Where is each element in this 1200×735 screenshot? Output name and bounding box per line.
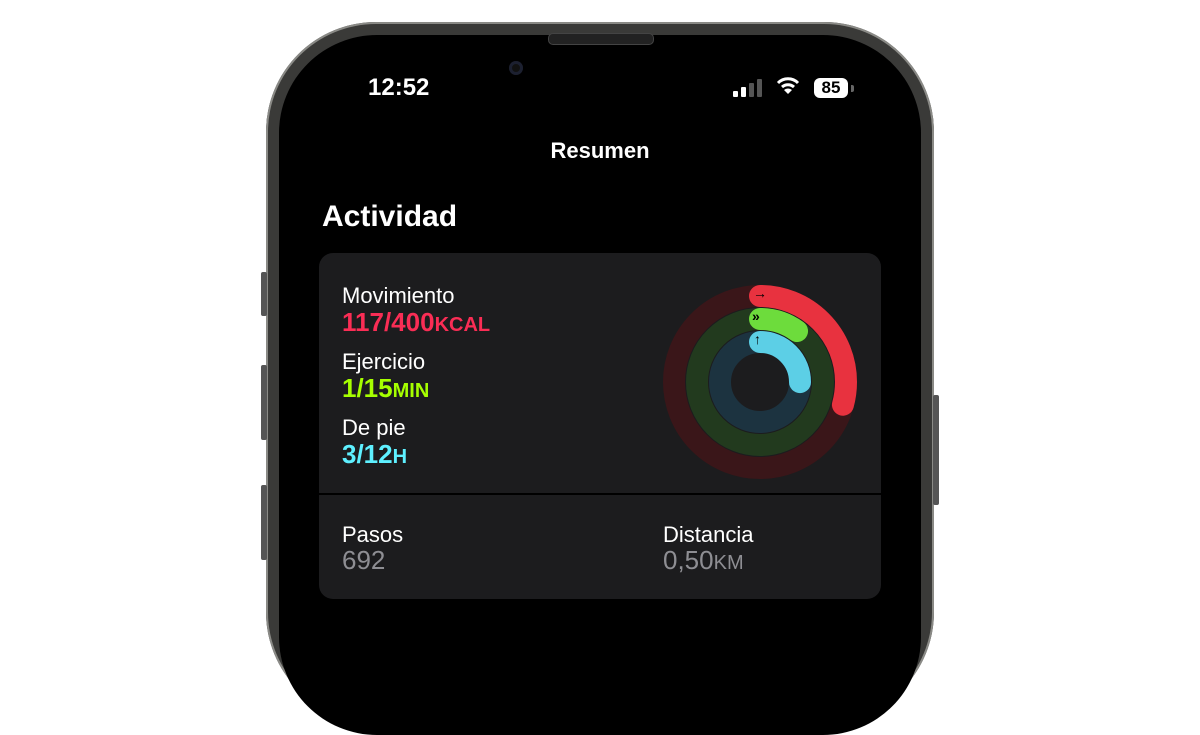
activity-rings[interactable] xyxy=(660,280,860,484)
battery-cap xyxy=(851,85,854,92)
exercise-value: 1/15MIN xyxy=(342,373,430,403)
move-value: 117/400KCAL xyxy=(342,307,491,337)
steps-label: Pasos xyxy=(342,522,404,547)
distance-value: 0,50KM xyxy=(663,545,744,575)
camera-icon xyxy=(509,61,523,75)
status-time: 12:52 xyxy=(368,74,430,101)
move-label: Movimiento xyxy=(342,283,455,308)
battery-icon: 85 xyxy=(814,78,848,98)
stand-ring-progress xyxy=(709,331,811,433)
cellular-signal-icon xyxy=(733,79,762,97)
exercise-label: Ejercicio xyxy=(342,349,426,374)
speaker xyxy=(548,33,654,45)
side-button xyxy=(933,395,939,505)
card-divider xyxy=(319,493,881,495)
distance-label: Distancia xyxy=(663,522,754,547)
volume-up-button xyxy=(261,365,267,440)
section-title: Actividad xyxy=(322,200,458,233)
move-ring-progress xyxy=(663,285,857,479)
stand-value: 3/12H xyxy=(342,439,408,469)
mute-switch xyxy=(261,272,267,316)
volume-down-button xyxy=(261,485,267,560)
wifi-icon xyxy=(775,75,801,101)
stand-label: De pie xyxy=(342,415,406,440)
exercise-ring-progress xyxy=(686,308,834,456)
exercise-arrow-icon: » xyxy=(752,308,760,324)
steps-value: 692 xyxy=(342,545,386,575)
move-arrow-icon: → xyxy=(753,285,767,301)
stand-arrow-icon: ↑ xyxy=(754,331,761,347)
nav-title: Resumen xyxy=(550,138,650,163)
